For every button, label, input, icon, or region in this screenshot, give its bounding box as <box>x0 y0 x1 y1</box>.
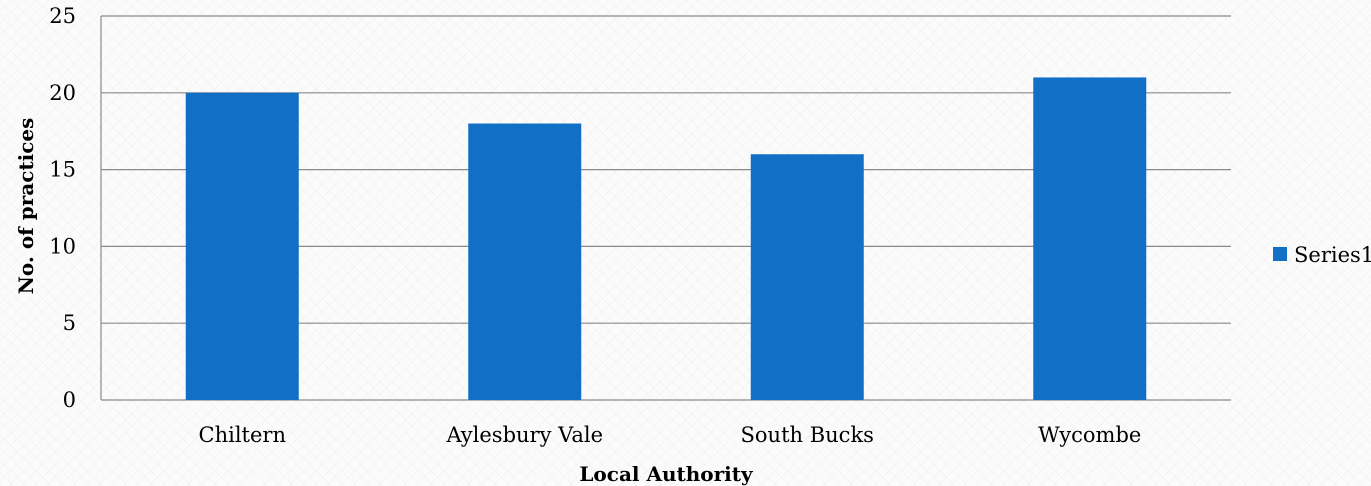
x-category-label: Chiltern <box>199 423 286 447</box>
y-axis-title: No. of practices <box>14 118 38 295</box>
bar-chiltern <box>185 92 299 401</box>
x-category-label: Aylesbury Vale <box>445 423 603 447</box>
legend-swatch <box>1273 247 1287 261</box>
x-category-label: Wycombe <box>1038 423 1141 447</box>
x-axis-category-labels: Chiltern Aylesbury Vale South Bucks Wycombe <box>199 423 1142 447</box>
y-tick-label: 25 <box>49 4 76 28</box>
x-axis-title: Local Authority <box>579 462 754 486</box>
bar-aylesbury-vale <box>468 123 582 401</box>
y-tick-label: 15 <box>49 158 76 182</box>
y-axis-tick-labels: 0 5 10 15 20 25 <box>49 4 76 412</box>
bar-wycombe <box>1033 77 1147 400</box>
y-tick-label: 20 <box>49 81 76 105</box>
legend-label: Series1 <box>1294 243 1371 267</box>
x-category-label: South Bucks <box>741 423 874 447</box>
bars <box>185 77 1147 401</box>
y-tick-label: 10 <box>49 234 76 258</box>
bar-south-bucks <box>750 154 864 400</box>
y-tick-label: 0 <box>63 388 76 412</box>
legend: Series1 <box>1273 243 1371 267</box>
y-tick-label: 5 <box>63 311 76 335</box>
